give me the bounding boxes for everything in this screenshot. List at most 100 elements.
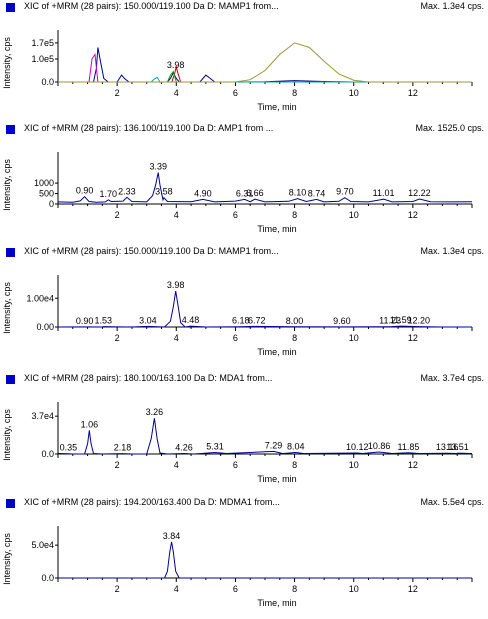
x-tick-label: 2 <box>115 210 120 220</box>
peak-label: 12.20 <box>408 316 431 326</box>
peak-label: 3.04 <box>139 315 157 325</box>
panel-header: XIC of +MRM (28 pairs): 150.000/119.100 … <box>0 0 488 14</box>
trace-line <box>58 42 472 83</box>
panel-title: XIC of +MRM (28 pairs): 136.100/119.100 … <box>24 123 274 133</box>
x-tick-label: 10 <box>349 333 359 343</box>
panel-header: XIC of +MRM (28 pairs): 194.200/163.400 … <box>0 496 488 510</box>
trace-line <box>57 418 473 455</box>
y-axis-label: Intensity, cps <box>2 159 12 211</box>
trace-line <box>57 172 473 203</box>
y-tick-label: 1.7e5 <box>31 38 54 48</box>
peak-label: 0.35 <box>60 443 78 453</box>
panel-title: XIC of +MRM (28 pairs): 150.000/119.100 … <box>24 246 279 256</box>
x-tick-label: 2 <box>115 333 120 343</box>
xic-panel: XIC of +MRM (28 pairs): 180.100/163.100 … <box>0 372 488 495</box>
max-intensity-label: Max. 5.5e4 cps. <box>420 497 484 507</box>
x-axis-label: Time, min <box>257 224 296 234</box>
y-axis-label: Intensity, cps <box>2 282 12 334</box>
y-axis-label: Intensity, cps <box>2 37 12 89</box>
trace-line <box>57 291 472 328</box>
y-tick-label: 1.00e4 <box>26 293 54 303</box>
y-tick-label: 5.0e4 <box>31 540 54 550</box>
peak-label: 12.22 <box>408 188 431 198</box>
trace-color-swatch-icon[interactable] <box>6 499 15 508</box>
x-tick-label: 2 <box>115 460 120 470</box>
x-tick-label: 12 <box>408 88 418 98</box>
x-tick-label: 10 <box>349 584 359 594</box>
peak-label: 11.59 <box>390 315 412 325</box>
x-tick-label: 4 <box>174 584 179 594</box>
max-intensity-label: Max. 1.3e4 cps. <box>420 1 484 11</box>
x-tick-label: 6 <box>233 333 238 343</box>
x-axis-label: Time, min <box>257 598 296 608</box>
x-tick-label: 6 <box>233 88 238 98</box>
peak-label: 6.72 <box>248 315 266 325</box>
xic-panel: XIC of +MRM (28 pairs): 136.100/119.100 … <box>0 122 488 245</box>
y-axis-label: Intensity, cps <box>2 409 12 461</box>
y-tick-label: 3.7e4 <box>31 411 54 421</box>
y-tick-label: 0.0 <box>41 77 54 87</box>
x-tick-label: 4 <box>174 88 179 98</box>
peak-label: 0.90 <box>76 316 94 326</box>
peak-label: 9.70 <box>336 187 354 197</box>
peak-label: 8.04 <box>287 441 305 451</box>
y-tick-label: 0 <box>49 199 54 209</box>
x-tick-label: 2 <box>115 88 120 98</box>
x-tick-label: 4 <box>174 333 179 343</box>
peak-label: 6.18 <box>232 316 250 326</box>
x-tick-label: 12 <box>408 210 418 220</box>
peak-label: 4.48 <box>182 315 200 325</box>
peak-label: 3.26 <box>146 407 164 417</box>
peak-label: 1.70 <box>100 189 118 199</box>
chromatogram-plot: 2 4 6 8 10 12 0.00 1.00e4 Time, min Intensity, cp… <box>2 275 473 357</box>
peak-label: 0.90 <box>76 186 94 196</box>
max-intensity-label: Max. 1.3e4 cps. <box>420 246 484 256</box>
x-tick-label: 6 <box>233 460 238 470</box>
x-tick-label: 12 <box>408 333 418 343</box>
peak-label: 11.01 <box>373 188 395 198</box>
y-tick-label: 0.00 <box>36 322 54 332</box>
peak-label: 5.31 <box>206 441 224 451</box>
y-tick-label: 0.0 <box>41 573 54 583</box>
x-tick-label: 2 <box>115 584 120 594</box>
peak-label: 10.12 <box>346 442 369 452</box>
y-axis-label: Intensity, cps <box>2 533 12 585</box>
trace-line <box>58 65 472 83</box>
x-tick-label: 6 <box>233 584 238 594</box>
peak-label: 8.10 <box>289 188 307 198</box>
x-tick-label: 8 <box>292 333 297 343</box>
peak-label: 3.98 <box>167 60 185 70</box>
x-tick-label: 4 <box>174 460 179 470</box>
trace-color-swatch-icon[interactable] <box>6 248 15 257</box>
max-intensity-label: Max. 1525.0 cps. <box>415 123 484 133</box>
peak-label: 1.53 <box>94 316 112 326</box>
x-tick-label: 12 <box>408 460 418 470</box>
xic-panel: XIC of +MRM (28 pairs): 150.000/119.100 … <box>0 0 488 123</box>
peak-label: 8.00 <box>286 316 304 326</box>
peak-label: 10.86 <box>368 441 391 451</box>
max-intensity-label: Max. 3.7e4 cps. <box>420 373 484 383</box>
panel-title: XIC of +MRM (28 pairs): 150.000/119.100 … <box>24 1 279 11</box>
peak-label: 11.85 <box>397 442 419 452</box>
y-tick-label: 1.0e5 <box>31 54 54 64</box>
peak-label: 9.60 <box>333 316 351 326</box>
peak-label: 4.26 <box>175 442 193 452</box>
trace-color-swatch-icon[interactable] <box>6 125 15 134</box>
chromatogram-plot: 2 4 6 8 10 12 0.0 5.0e4 Time, min Intensity, cps 3… <box>2 526 473 608</box>
trace-color-swatch-icon[interactable] <box>6 3 15 12</box>
panel-header: XIC of +MRM (28 pairs): 180.100/163.100 … <box>0 372 488 386</box>
chromatogram-plot: 2 4 6 8 10 12 0.0 1.0e5 1.7e5 Time, min Intensity,… <box>2 30 473 112</box>
xic-panel: XIC of +MRM (28 pairs): 194.200/163.400 … <box>0 496 488 619</box>
trace-line <box>58 541 472 579</box>
x-tick-label: 8 <box>292 460 297 470</box>
x-axis-label: Time, min <box>257 102 296 112</box>
y-tick-label: 500 <box>39 189 54 199</box>
trace-color-swatch-icon[interactable] <box>6 375 15 384</box>
y-tick-label: 1000 <box>34 178 54 188</box>
peak-label: 3.58 <box>155 187 173 197</box>
peak-label: 8.74 <box>308 188 326 198</box>
x-tick-label: 10 <box>349 460 359 470</box>
xic-panel: XIC of +MRM (28 pairs): 150.000/119.100 … <box>0 245 488 368</box>
peak-label: 6.31 <box>236 188 254 198</box>
